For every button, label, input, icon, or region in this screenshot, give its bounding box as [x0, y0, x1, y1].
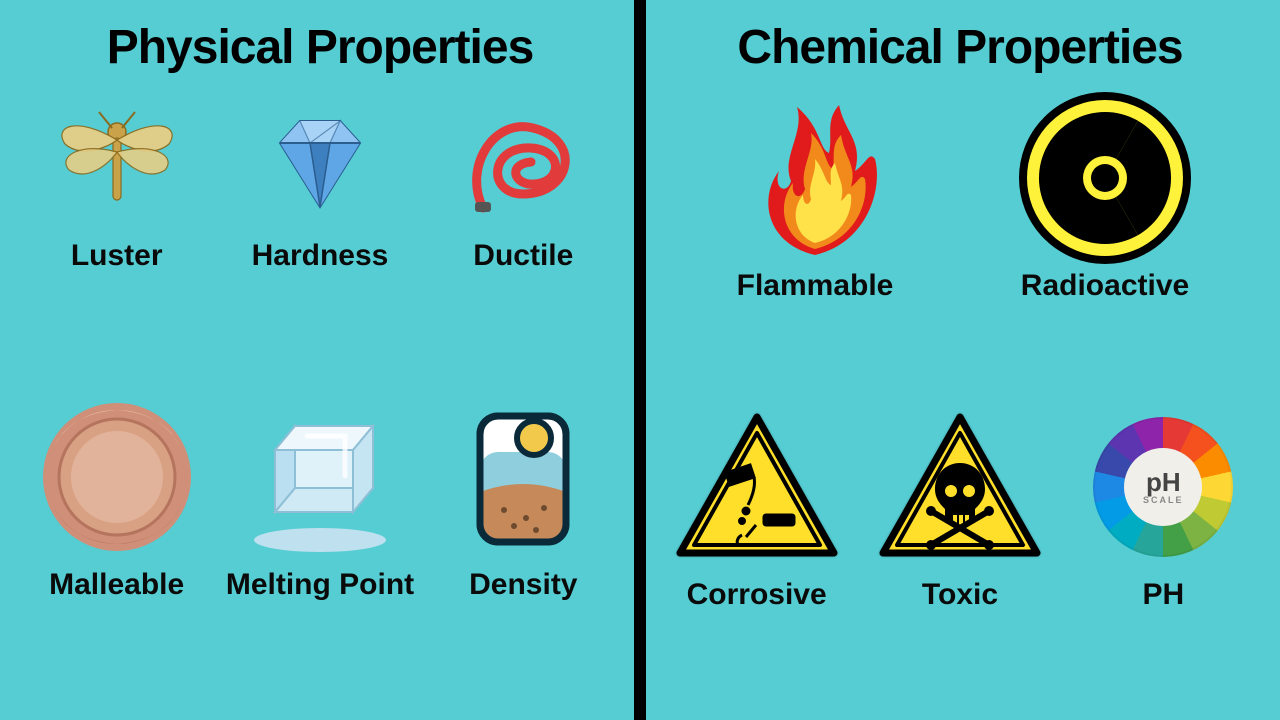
wire-coil-icon: [453, 93, 593, 233]
left-title: Physical Properties: [107, 20, 534, 75]
item-density: Density: [427, 392, 620, 711]
label-toxic: Toxic: [922, 578, 998, 611]
item-melting-point: Melting Point: [223, 392, 416, 711]
item-toxic: Toxic: [863, 402, 1056, 711]
label-ductile: Ductile: [473, 239, 573, 272]
label-melting-point: Melting Point: [226, 568, 414, 601]
item-malleable: Malleable: [20, 392, 213, 711]
right-bottom-grid: Corrosive: [660, 402, 1260, 711]
label-malleable: Malleable: [49, 568, 184, 601]
item-ph: pH SCALE PH: [1067, 402, 1260, 711]
label-ph: PH: [1142, 578, 1184, 611]
right-top-grid: Flammable Radioactive: [690, 93, 1230, 402]
item-luster: Luster: [20, 93, 213, 382]
label-hardness: Hardness: [252, 239, 389, 272]
medal-disc-icon: [32, 392, 202, 562]
right-panel: Chemical Properties Flammable: [640, 0, 1280, 720]
right-title: Chemical Properties: [737, 20, 1182, 75]
flame-icon: [735, 93, 895, 263]
ph-scale-icon: pH SCALE: [1093, 402, 1233, 572]
ice-cube-icon: [235, 392, 405, 562]
label-flammable: Flammable: [737, 269, 894, 302]
left-panel: Physical Properties: [0, 0, 640, 720]
dragonfly-icon: [47, 93, 187, 233]
diamond-icon: [260, 93, 380, 233]
label-density: Density: [469, 568, 577, 601]
center-divider: [634, 0, 646, 720]
infographic-root: Physical Properties: [0, 0, 1280, 720]
warn-corrosive-icon: [672, 402, 842, 572]
item-flammable: Flammable: [690, 93, 940, 402]
item-ductile: Ductile: [427, 93, 620, 382]
label-radioactive: Radioactive: [1021, 269, 1189, 302]
item-radioactive: Radioactive: [980, 93, 1230, 402]
warn-toxic-icon: [875, 402, 1045, 572]
label-corrosive: Corrosive: [687, 578, 827, 611]
item-hardness: Hardness: [223, 93, 416, 382]
density-jar-icon: [448, 392, 598, 562]
radioactive-icon: [1015, 93, 1195, 263]
left-grid: Luster: [20, 93, 620, 710]
label-luster: Luster: [71, 239, 163, 272]
item-corrosive: Corrosive: [660, 402, 853, 711]
